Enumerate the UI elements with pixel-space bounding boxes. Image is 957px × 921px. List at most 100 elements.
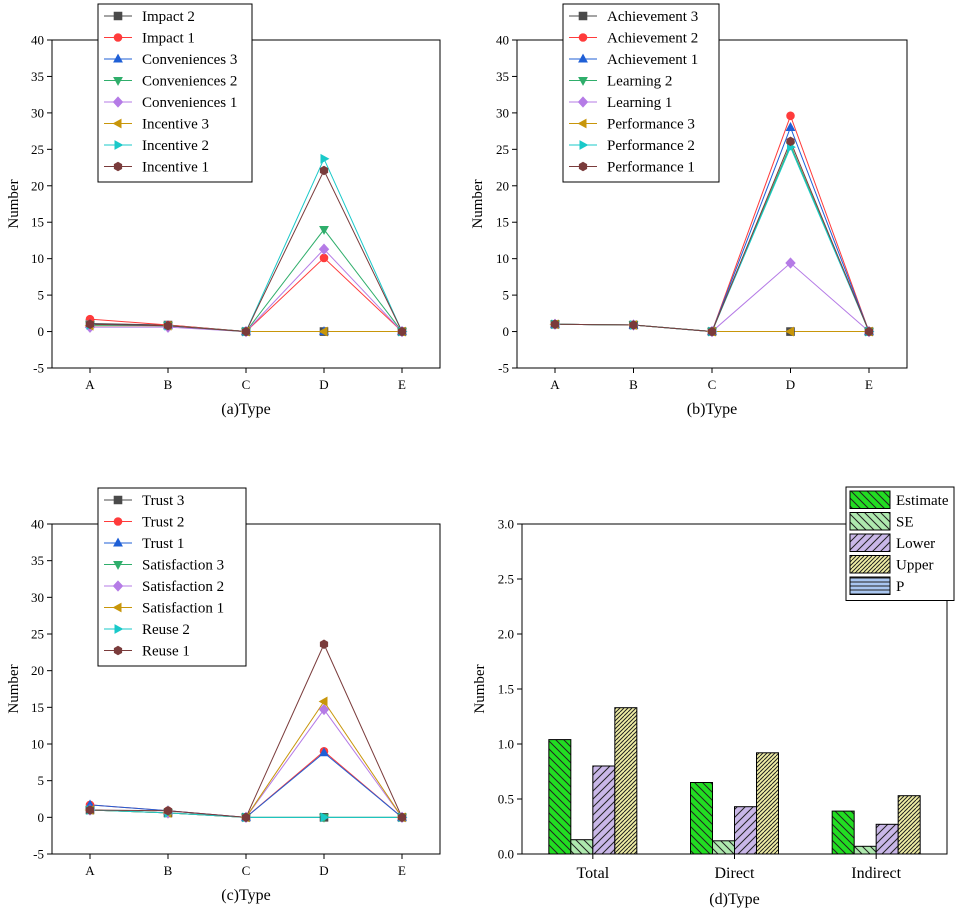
x-axis-title: (d)Type: [709, 891, 759, 908]
legend-label: Achievement 1: [607, 52, 698, 68]
legend-marker: [113, 495, 123, 505]
x-axis-title: (a)Type: [221, 401, 271, 418]
legend-marker: [578, 53, 588, 63]
data-point: [163, 320, 173, 331]
legend-label: Performance 3: [607, 117, 695, 133]
chart-panel-b: -5 0 5 10 15 20 25 30 35 40 Number (b)Type A B C D E Achi…: [470, 3, 908, 418]
y-tick-label: 30: [496, 105, 509, 120]
data-point: [241, 326, 251, 337]
x-tick-label: Total: [577, 865, 610, 882]
data-point: [318, 326, 328, 337]
x-axis-title: (b)Type: [687, 401, 737, 418]
series-line-4: [89, 708, 403, 818]
data-point: [786, 111, 795, 121]
x-tick-label: E: [865, 377, 873, 392]
y-tick-label: 25: [31, 142, 44, 157]
legend-marker: [113, 53, 123, 63]
legend-label: Satisfaction 3: [142, 558, 224, 574]
legend-swatch: [849, 512, 891, 531]
legend-label: Satisfaction 2: [142, 579, 224, 595]
data-point: [320, 812, 330, 823]
legend-label: Reuse 1: [142, 644, 190, 660]
series-line-6: [89, 157, 403, 333]
legend-marker: [577, 96, 589, 108]
legend-label: Conveniences 1: [142, 95, 237, 111]
data-point: [550, 319, 560, 330]
legend-marker: [112, 580, 124, 592]
bar: [897, 795, 921, 855]
legend-marker: [114, 140, 124, 150]
series-line-3: [89, 228, 403, 333]
legend-label: Trust 1: [142, 536, 184, 552]
chart-panel-a: -5 0 5 10 15 20 25 30 35 40 Number (a)Type A B C D E Impa…: [6, 3, 441, 418]
legend-marker: [113, 77, 123, 86]
legend-marker: [578, 161, 588, 172]
legend-swatch: [849, 533, 891, 552]
y-axis-title: Number: [470, 179, 486, 228]
data-point: [319, 165, 329, 176]
legend-box: [562, 3, 720, 183]
data-point: [85, 805, 95, 815]
y-tick-label: 35: [31, 553, 44, 568]
y-tick-label: 1.0: [498, 737, 514, 752]
legend-marker: [113, 161, 123, 172]
y-tick-label: 10: [31, 251, 44, 266]
legend-label: Conveniences 2: [142, 74, 237, 90]
data-point: [786, 136, 795, 147]
legend-marker: [578, 11, 588, 21]
y-tick-label: 20: [31, 663, 44, 678]
y-tick-label: 15: [31, 215, 44, 230]
legend-label: Lower: [896, 536, 935, 552]
series-group: [549, 111, 875, 338]
legend-label: Impact 1: [142, 31, 195, 47]
bar: [690, 782, 713, 855]
legend-label: Estimate: [896, 493, 949, 509]
bar: [831, 810, 855, 855]
x-tick-label: D: [786, 377, 795, 392]
bar: [875, 823, 899, 855]
y-tick-label: 30: [31, 590, 44, 605]
chart-panel-d: 0.0 0.5 1.0 1.5 2.0 2.5 3.0 Number (d)Type Total D…: [472, 486, 955, 908]
legend-label: Learning 2: [607, 74, 672, 90]
data-point: [864, 326, 874, 337]
legend: Achievement 3 Achievement 2 Achievement 1 L…: [562, 3, 720, 183]
x-tick-label: D: [319, 863, 328, 878]
legend-label: Incentive 3: [142, 117, 209, 133]
data-point: [85, 319, 95, 330]
legend-marker: [113, 517, 123, 526]
legend-label: Achievement 3: [607, 9, 698, 25]
data-point: [241, 812, 251, 823]
x-tick-label: A: [550, 377, 560, 392]
x-tick-label: B: [164, 863, 173, 878]
chart-panel-c: -5 0 5 10 15 20 25 30 35 40 Number (c)Type A B C D E Trus…: [6, 487, 441, 904]
series-group: [84, 639, 408, 823]
data-point: [319, 253, 329, 263]
legend-label: Satisfaction 1: [142, 601, 224, 617]
legend-label: Upper: [896, 558, 934, 574]
y-tick-label: 35: [31, 69, 44, 84]
legend-marker: [578, 33, 588, 42]
legend-swatch: [849, 576, 891, 595]
bar: [548, 739, 572, 855]
data-point: [319, 639, 329, 650]
x-tick-label: B: [629, 377, 638, 392]
x-tick-label: D: [319, 377, 328, 392]
y-tick-label: 15: [31, 700, 44, 715]
data-point: [318, 243, 330, 255]
bar: [853, 845, 877, 855]
y-tick-label: 0: [38, 324, 45, 339]
y-axis-title: Number: [6, 179, 22, 228]
legend-label: Performance 2: [607, 138, 695, 154]
y-tick-label: 0: [503, 324, 510, 339]
y-axis-title: Number: [472, 664, 488, 713]
legend-marker: [113, 537, 123, 547]
bar: [570, 839, 594, 855]
legend-label: Reuse 2: [142, 622, 190, 638]
legend-marker: [114, 624, 124, 634]
series-line-1: [89, 257, 403, 333]
y-tick-label: 5: [38, 773, 45, 788]
y-tick-label: 25: [496, 142, 509, 157]
legend-label: Trust 2: [142, 515, 184, 531]
y-tick-label: 10: [496, 251, 509, 266]
